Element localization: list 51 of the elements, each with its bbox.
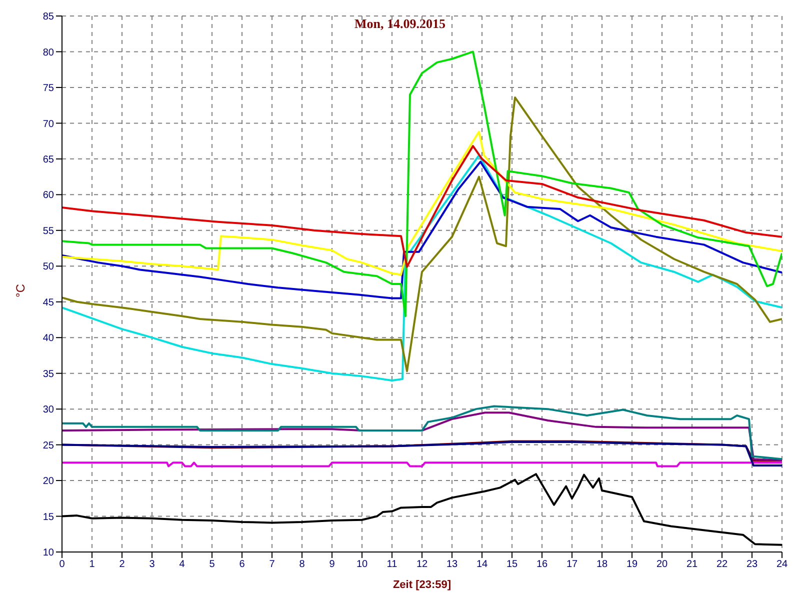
x-tick-label: 8 xyxy=(299,559,306,570)
line-series xyxy=(62,160,782,300)
x-tick-label: 12 xyxy=(416,559,428,570)
x-tick-label: 0 xyxy=(59,559,66,570)
y-tick-label: 40 xyxy=(42,333,54,344)
y-tick-label: 75 xyxy=(42,83,54,94)
x-tick-label: 21 xyxy=(686,559,698,570)
line-series xyxy=(62,440,782,467)
line-series xyxy=(62,130,782,276)
y-tick-label: 45 xyxy=(42,297,54,308)
x-tick-label: 11 xyxy=(386,559,398,570)
line-series xyxy=(62,96,782,372)
x-tick-label: 18 xyxy=(596,559,608,570)
x-tick-label: 2 xyxy=(119,559,126,570)
x-tick-label: 10 xyxy=(356,559,368,570)
x-tick-label: 19 xyxy=(626,559,638,570)
x-axis-title: Zeit [23:59] xyxy=(392,579,452,591)
y-tick-label: 80 xyxy=(42,47,54,58)
x-tick-label: 16 xyxy=(536,559,548,570)
x-tick-label: 9 xyxy=(329,559,336,570)
y-tick-label: 10 xyxy=(42,548,54,559)
x-tick-label: 3 xyxy=(149,559,156,570)
x-tick-label: 24 xyxy=(776,559,788,570)
x-tick-label: 14 xyxy=(476,559,488,570)
x-tick-label: 1 xyxy=(89,559,96,570)
y-tick-label: 25 xyxy=(42,440,54,452)
x-tick-label: 23 xyxy=(746,559,758,570)
y-tick-label: 70 xyxy=(42,118,54,130)
y-tick-label: 30 xyxy=(42,404,54,416)
x-tick-label: 6 xyxy=(239,559,246,570)
y-tick-label: 50 xyxy=(42,262,54,273)
x-tick-label: 4 xyxy=(179,559,186,570)
line-series xyxy=(62,154,782,382)
chart-title: Mon, 14.09.2015 xyxy=(354,16,446,31)
x-tick-label: 15 xyxy=(506,559,518,570)
y-tick-label: 15 xyxy=(42,512,54,523)
x-tick-label: 13 xyxy=(446,559,458,570)
x-tick-label: 17 xyxy=(566,559,578,570)
line-series xyxy=(62,50,782,318)
x-tick-label: 7 xyxy=(269,559,276,570)
y-tick-label: 20 xyxy=(42,476,54,488)
x-tick-label: 22 xyxy=(716,559,728,570)
y-axis-title: °C xyxy=(13,284,28,298)
y-tick-label: 65 xyxy=(42,154,54,166)
y-tick-label: 60 xyxy=(42,190,54,202)
y-tick-label: 35 xyxy=(42,368,54,380)
x-tick-label: 20 xyxy=(656,559,668,570)
y-tick-label: 85 xyxy=(42,12,54,23)
y-tick-label: 55 xyxy=(42,226,54,237)
line-series xyxy=(62,145,782,268)
x-tick-label: 5 xyxy=(209,559,216,570)
